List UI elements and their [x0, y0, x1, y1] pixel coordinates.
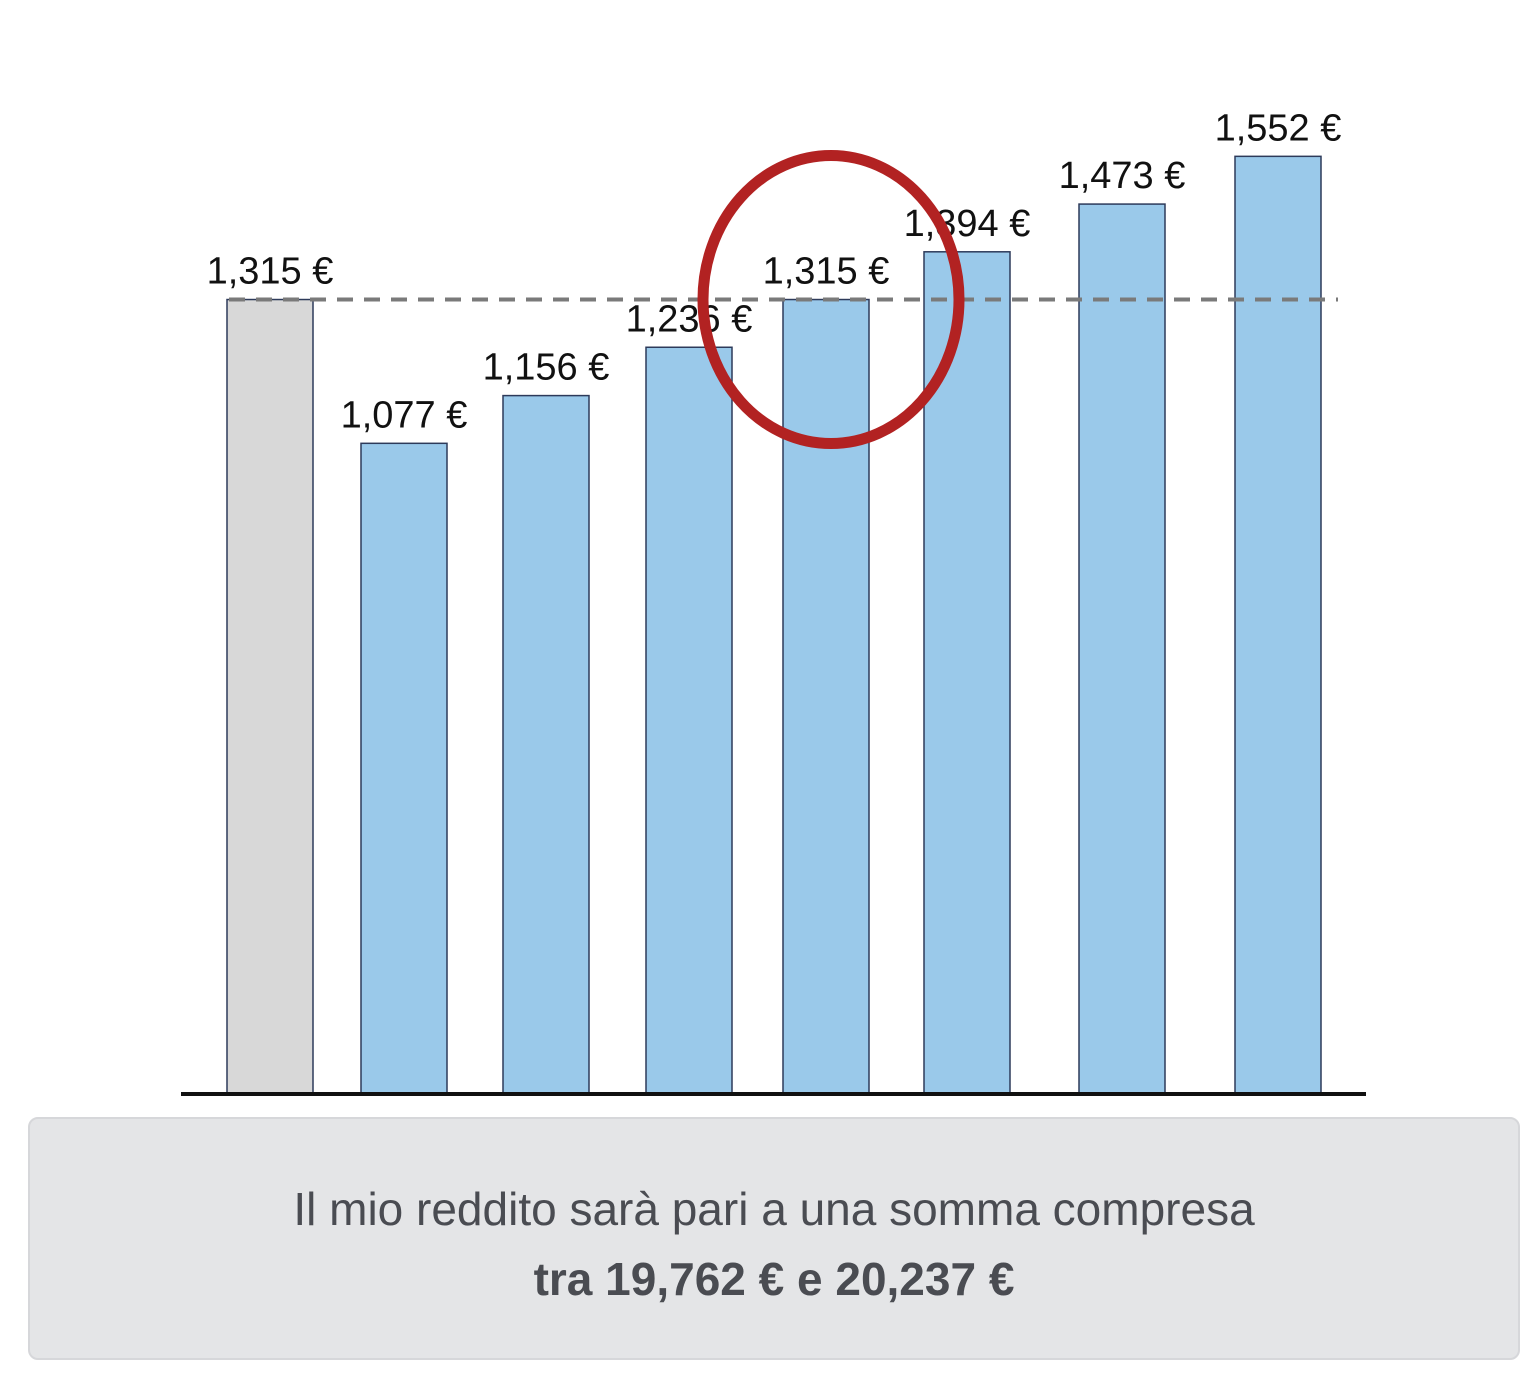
bar-4 — [645, 346, 733, 1095]
bar-7 — [1078, 203, 1166, 1095]
income-summary-box: Il mio reddito sarà pari a una somma com… — [28, 1117, 1520, 1360]
bar-5 — [782, 298, 870, 1095]
bar-3 — [502, 394, 590, 1095]
data-labels-group: 1,315 €1,077 €1,156 €1,236 €1,315 €1,394… — [207, 107, 1342, 436]
highlight-circle — [697, 150, 965, 450]
bar-value-label-2: 1,077 € — [341, 394, 468, 436]
bar-value-label-4: 1,236 € — [626, 298, 753, 340]
bar-value-label-7: 1,473 € — [1059, 155, 1186, 197]
summary-text: Il mio reddito sarà pari a una somma com… — [293, 1183, 1255, 1235]
bar-1 — [226, 298, 314, 1095]
bar-8 — [1234, 155, 1322, 1095]
income-bar-chart: 1,315 €1,077 €1,156 €1,236 €1,315 €1,394… — [181, 107, 1366, 1096]
bar-value-label-1: 1,315 € — [207, 251, 334, 293]
bar-6 — [923, 251, 1011, 1095]
summary-range: tra 19,762 € e 20,237 € — [533, 1253, 1015, 1305]
bars-group — [226, 155, 1322, 1095]
bar-value-label-3: 1,156 € — [483, 347, 610, 389]
bar-2 — [360, 442, 448, 1095]
bar-value-label-8: 1,552 € — [1215, 107, 1342, 149]
bar-value-label-6: 1,394 € — [904, 203, 1031, 245]
bar-value-label-5: 1,315 € — [763, 251, 890, 293]
